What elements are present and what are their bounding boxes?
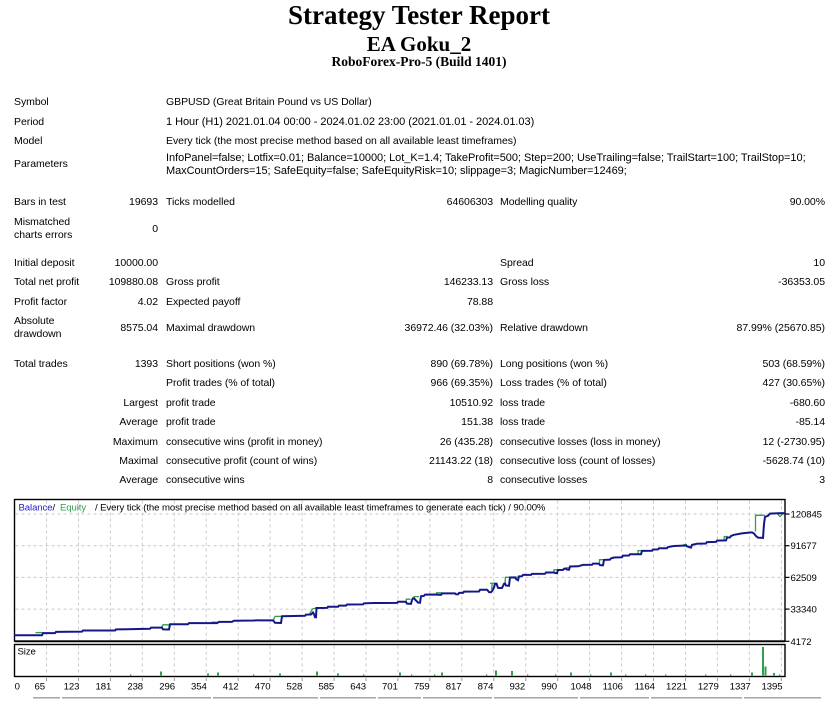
svg-text:1106: 1106 [603,681,623,692]
svg-text:874: 874 [478,681,494,692]
svg-text:528: 528 [287,681,303,692]
svg-text:Equity: Equity [60,503,86,514]
svg-text:932: 932 [509,681,525,692]
svg-text:/: / [53,503,56,514]
svg-text:470: 470 [255,681,271,692]
svg-text:33340: 33340 [791,605,817,616]
svg-text:643: 643 [350,681,366,692]
svg-text:1164: 1164 [635,681,656,692]
svg-text:Size: Size [18,647,36,658]
svg-text:1221: 1221 [666,681,687,692]
svg-text:Balance: Balance [19,503,53,514]
svg-text:120845: 120845 [791,510,822,521]
svg-text:759: 759 [414,681,430,692]
svg-text:296: 296 [159,681,175,692]
svg-text:62509: 62509 [791,573,817,584]
svg-text:1279: 1279 [698,681,719,692]
svg-text:585: 585 [318,681,334,692]
svg-text:4172: 4172 [791,637,812,648]
svg-text:701: 701 [382,681,398,692]
svg-text:/ Every tick (the most precise: / Every tick (the most precise method ba… [95,503,546,514]
svg-text:123: 123 [64,681,80,692]
svg-text:1395: 1395 [762,681,783,692]
svg-text:181: 181 [96,681,112,692]
svg-text:91677: 91677 [791,541,817,552]
svg-text:65: 65 [34,681,44,692]
svg-text:990: 990 [541,681,557,692]
svg-text:817: 817 [446,681,462,692]
svg-text:0: 0 [15,681,20,692]
svg-text:354: 354 [191,681,207,692]
svg-text:1048: 1048 [571,681,592,692]
svg-text:238: 238 [127,681,143,692]
svg-text:412: 412 [223,681,239,692]
svg-text:1337: 1337 [730,681,751,692]
